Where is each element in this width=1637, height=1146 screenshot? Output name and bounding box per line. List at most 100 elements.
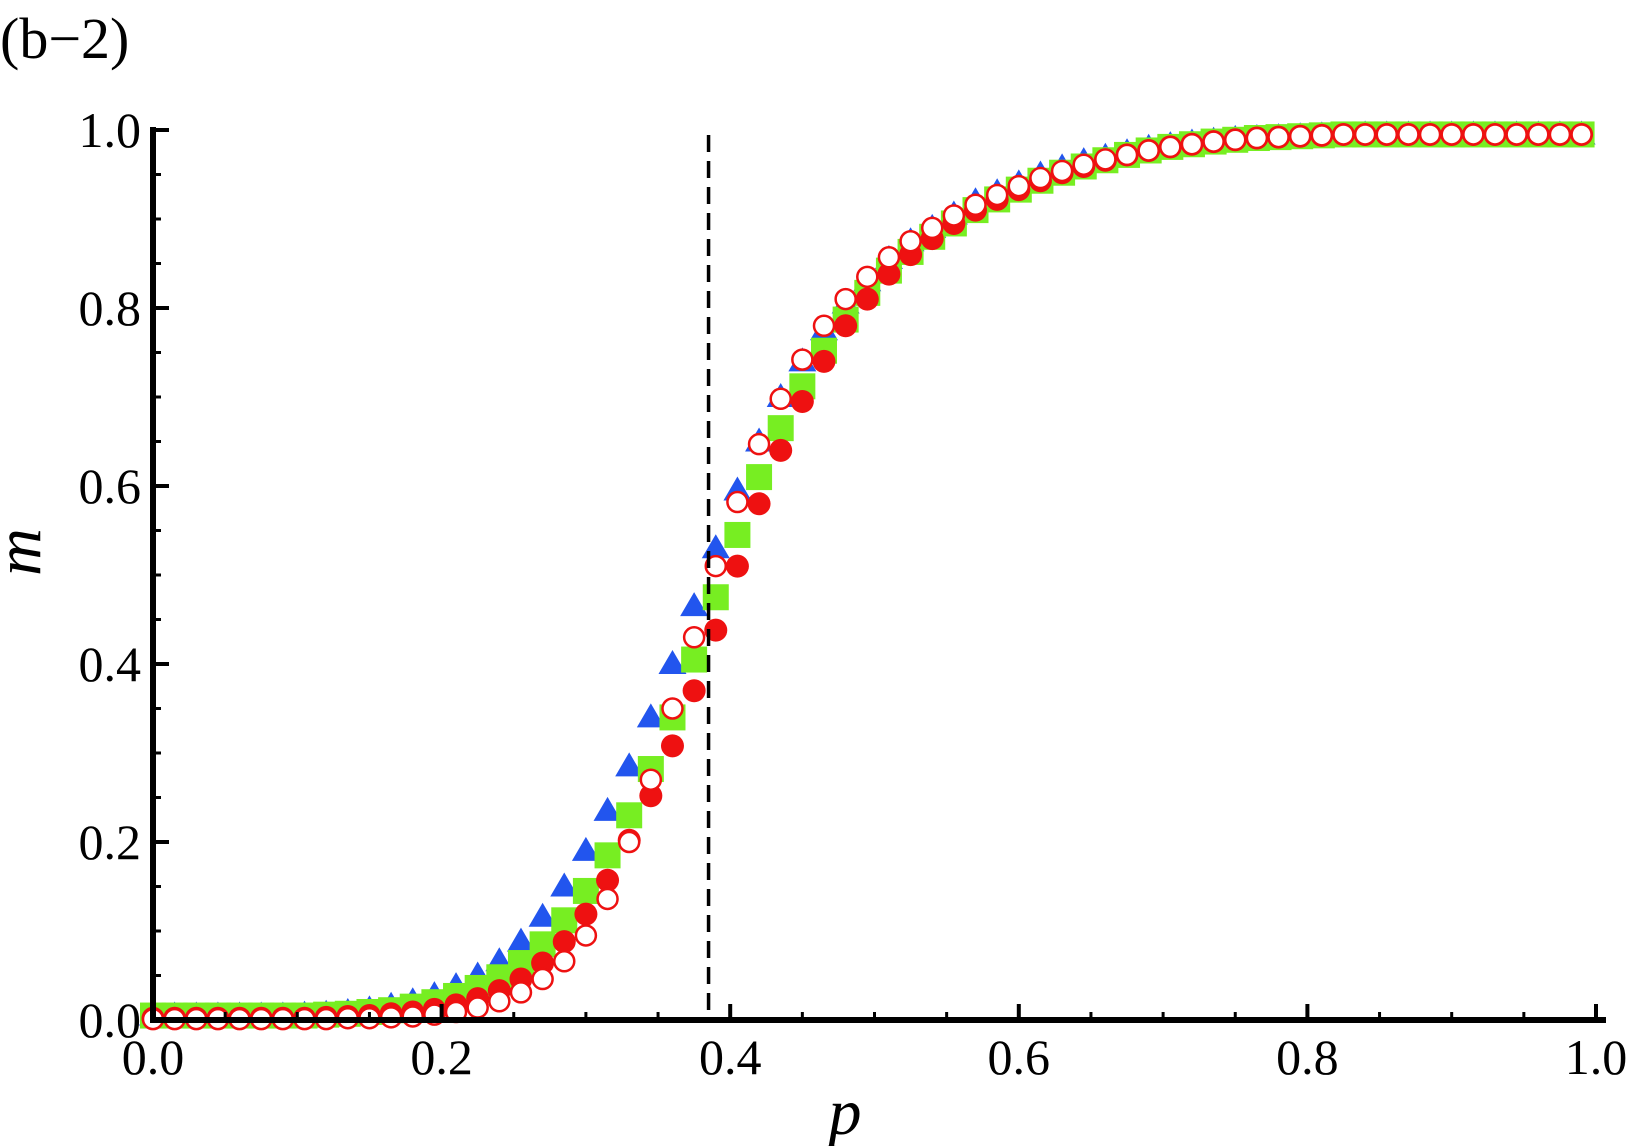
open-circle-point [920,216,944,240]
filled-circle-point [855,287,879,311]
filled-circle-point [812,349,836,373]
series-open-circle [141,123,1593,1031]
open-circle-point [1418,123,1442,146]
x-tick-label: 0.6 [988,1029,1051,1085]
open-circle-point [1310,124,1334,147]
y-tick-label: 0.0 [79,992,142,1048]
filled-circle-point [725,554,749,578]
open-circle-point [1202,130,1225,153]
open-circle-point [1288,124,1312,148]
open-circle-point [704,554,728,578]
filled-circle-point [531,951,555,975]
triangle-point [680,592,709,617]
triangle-point [658,650,687,674]
open-circle-point [531,967,554,991]
open-circle-point [1505,123,1528,146]
y-tick-label: 0.8 [79,280,142,336]
open-circle-point [553,950,576,973]
open-circle-point [401,1005,424,1028]
open-circle-point [769,387,792,411]
triangle-point [593,796,622,821]
square-point [681,646,708,673]
open-circle-point [834,287,857,311]
open-circle-point [1115,143,1139,167]
triangle-point [571,836,600,861]
open-circle-point [1007,174,1031,198]
open-circle-point [812,314,836,338]
open-circle-point [1159,135,1182,159]
triangle-point [636,703,665,728]
x-tick-label: 0.2 [410,1029,473,1085]
open-circle-point [639,768,663,791]
filled-circle-point [747,492,771,516]
open-circle-point [1353,123,1377,146]
y-tick-label: 0.2 [79,814,142,870]
filled-circle-point [639,784,663,808]
square-point [572,877,599,904]
open-circle-point [1548,123,1572,146]
open-circle-point [574,924,598,947]
filled-circle-point [596,868,620,892]
triangle-point [550,872,579,897]
triangle-point [506,927,535,952]
open-circle-point [1224,128,1247,152]
square-point [746,464,773,491]
x-tick-label: 1.0 [1565,1029,1628,1085]
series-triangle [139,120,1596,1026]
open-circle-point [1245,126,1269,150]
square-point [724,521,751,548]
open-circle-point [1440,123,1463,146]
filled-circle-point [769,438,793,462]
y-tick-label: 0.4 [79,636,142,692]
x-tick-label: 0.4 [699,1029,762,1085]
open-circle-point [682,626,706,649]
open-circle-point [1267,125,1290,149]
filled-circle-point [877,262,901,286]
open-circle-point [1375,123,1399,146]
open-circle-point [726,490,749,514]
filled-circle-point [660,734,684,758]
open-circle-point [596,887,619,911]
open-circle-point [1483,123,1507,146]
open-circle-point [488,990,511,1013]
open-circle-point [1072,153,1095,176]
x-tick-label: 0.8 [1276,1029,1339,1085]
open-circle-point [661,697,684,720]
filled-circle-point [834,314,858,338]
open-circle-point [899,230,922,253]
open-circle-point [942,204,966,227]
open-circle-point [1180,132,1204,156]
x-tick-label: 0.0 [122,1029,185,1085]
open-circle-point [985,183,1009,207]
open-circle-point [1094,148,1117,171]
open-circle-point [856,265,879,289]
open-circle-point [1397,123,1420,146]
triangle-point [528,902,557,927]
filled-circle-point [682,679,706,703]
open-circle-point [1137,139,1160,162]
filled-circle-point [552,930,576,954]
filled-circle-point [790,389,814,413]
square-point [702,584,729,611]
series-square [140,121,1595,1029]
open-circle-point [617,830,641,854]
axes: 0.0 0.2 0.4 0.6 0.8 1.0 0.0 0.2 0.4 0.6 0.8 1.0 [79,102,1628,1085]
series-filled-circle [141,122,1594,1030]
open-circle-point [1050,159,1074,183]
square-point [594,842,621,869]
square-point [551,907,578,934]
square-point [767,415,794,442]
filled-circle-point [574,902,598,926]
open-circle-point [466,996,489,1019]
x-axis-label: p [825,1076,862,1146]
y-tick-label: 0.6 [79,458,142,514]
open-circle-point [509,981,533,1004]
open-circle-point [1570,123,1593,146]
open-circle-point [964,193,987,217]
open-circle-point [1332,123,1355,146]
panel-label: (b−2) [0,6,129,71]
open-circle-point [747,432,771,456]
square-point [616,802,643,829]
open-circle-point [877,246,901,269]
